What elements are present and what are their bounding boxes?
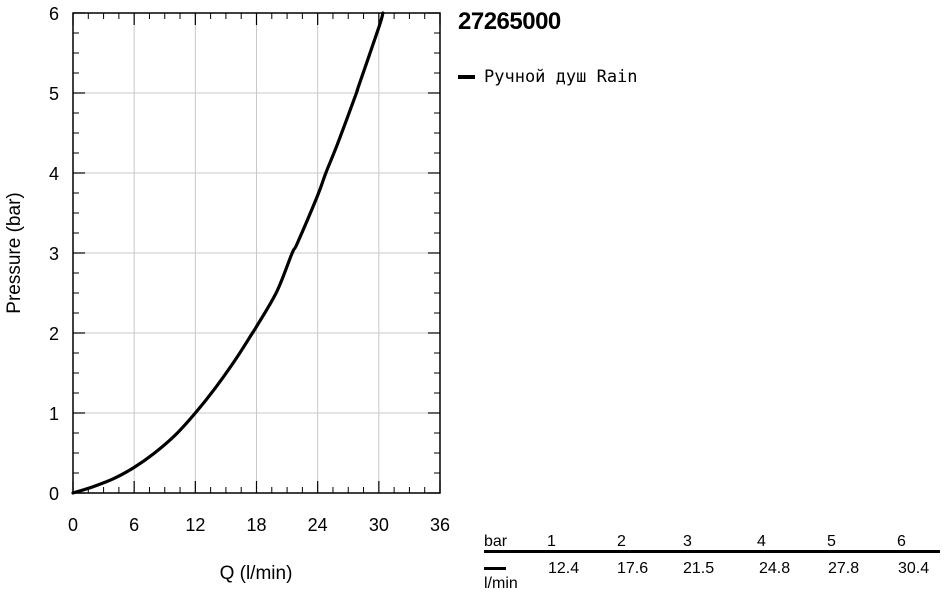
legend: Ручной душ Rain — [458, 67, 638, 87]
y-tick-label: 5 — [49, 84, 59, 104]
table-flow-5: 27.8 — [828, 560, 860, 577]
y-tick-label: 2 — [49, 324, 59, 344]
legend-label: Ручной душ Rain — [484, 67, 638, 87]
plot-frame — [72, 12, 441, 494]
x-tick-label: 12 — [185, 515, 205, 535]
table-unit-bar: bar — [484, 533, 508, 550]
table-flow-6: 30.4 — [898, 560, 930, 577]
x-tick-label: 0 — [68, 515, 78, 535]
table-pressure-4: 4 — [757, 533, 766, 550]
table-rule — [484, 550, 940, 553]
x-axis-title: Q (l/min) — [220, 563, 293, 584]
table-pressure-1: 1 — [547, 533, 556, 550]
table-pressure-6: 6 — [897, 533, 906, 550]
series-line-rain — [71, 11, 385, 495]
y-tick-label: 4 — [49, 164, 59, 184]
x-tick-label: 30 — [369, 515, 389, 535]
chart-title: 27265000 — [458, 8, 561, 35]
table-series-swatch — [484, 567, 506, 570]
legend-swatch — [458, 75, 475, 79]
table-flow-2: 17.6 — [617, 560, 649, 577]
x-tick-label: 6 — [129, 515, 139, 535]
y-axis-title: Pressure (bar) — [4, 192, 25, 313]
table-pressure-2: 2 — [617, 533, 626, 550]
y-tick-label: 1 — [49, 404, 59, 424]
table-flow-4: 24.8 — [759, 560, 791, 577]
x-tick-label: 24 — [308, 515, 328, 535]
table-pressure-5: 5 — [827, 533, 836, 550]
pressure-flow-table: bar l/min 1 2 3 4 5 6 12.4 17.6 21.5 24.… — [484, 531, 940, 597]
table-pressure-3: 3 — [683, 533, 692, 550]
y-tick-label: 0 — [49, 484, 59, 504]
y-tick-label: 3 — [49, 244, 59, 264]
y-tick-label: 6 — [49, 4, 59, 24]
table-flow-3: 21.5 — [683, 560, 715, 577]
table-flow-1: 12.4 — [548, 560, 580, 577]
chart-grid — [73, 13, 440, 493]
table-unit-lmin: l/min — [484, 575, 518, 592]
x-tick-label: 18 — [246, 515, 266, 535]
x-tick-label: 36 — [430, 515, 450, 535]
